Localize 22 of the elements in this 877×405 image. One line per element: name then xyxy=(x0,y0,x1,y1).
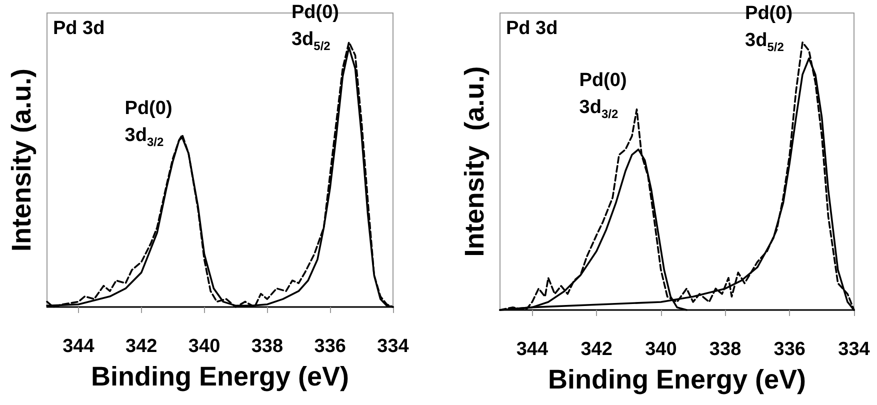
x-tick-label: 344 xyxy=(62,336,95,357)
x-axis-title: Binding Energy (eV) xyxy=(548,364,806,394)
y-axis-title: Intensity (a.u.) xyxy=(6,68,36,252)
x-tick-label: 340 xyxy=(645,339,677,360)
x-tick-label: 344 xyxy=(516,339,548,360)
annotation: Pd(0) 3d$_{5/2}$ xyxy=(291,1,339,56)
text: Pd 3d xyxy=(53,17,105,41)
x-tick-label: 336 xyxy=(774,339,806,360)
annotation: Pd(0) 3d$_{3/2}$ xyxy=(124,96,172,150)
x-tick-label: 340 xyxy=(188,336,220,357)
x-tick-label: 334 xyxy=(377,336,410,357)
x-tick-label: 342 xyxy=(126,336,158,357)
x-tick-label: 338 xyxy=(251,336,284,357)
y-axis-title: Intensity (a.u.) xyxy=(460,66,490,257)
x-tick-label: 342 xyxy=(580,339,612,360)
x-tick-label: 338 xyxy=(709,339,742,360)
annotation: Pd(0) 3d$_{3/2}$ xyxy=(579,68,627,122)
x-tick-label: 334 xyxy=(838,339,870,360)
annotation: Pd(0) 3d$_{5/2}$ xyxy=(745,2,793,56)
x-axis-title: Binding Energy (eV) xyxy=(90,362,350,392)
text: Pd 3d xyxy=(506,17,558,41)
x-tick-label: 336 xyxy=(314,336,346,357)
